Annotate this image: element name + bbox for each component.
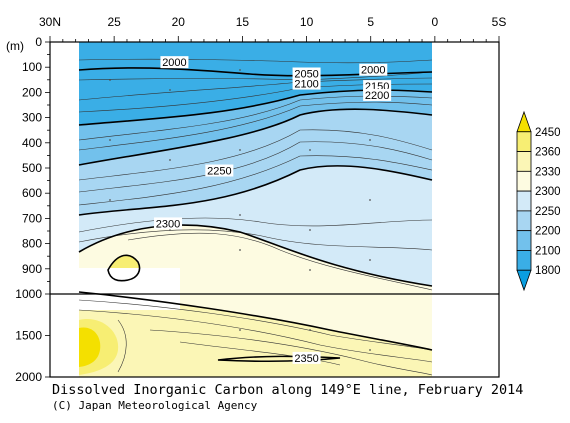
colorbar-segment [516,230,532,251]
colorbar-label: 2250 [535,206,561,218]
left-tick-label: 1500 [15,329,42,343]
contour-label: 2350 [294,353,318,365]
colorbar-top-triangle [516,110,532,133]
top-tick-label: 25 [107,15,121,29]
contour-label-bg [292,67,321,80]
colorbar-bottom-triangle [516,269,532,292]
colorbar [516,110,532,292]
contour-label-bg [292,77,321,90]
top-tick-label: 15 [236,15,250,29]
top-tick-label: 5S [492,15,507,29]
chart-title: Dissolved Inorganic Carbon along 149°E l… [52,382,524,398]
no-data-left [50,42,79,377]
contour-2350 [217,355,341,363]
contour-label: 2100 [294,79,318,91]
colorbar-segment [516,250,532,271]
colorbar-label: 1800 [535,265,561,277]
band-2300-2330 [79,165,432,286]
colorbar-label: 2100 [535,245,561,257]
top-tick-label: 30N [39,15,61,29]
left-axis [45,41,50,378]
band-2330-2360-deep [79,292,432,377]
contour-label: 2250 [207,166,231,178]
contour-label-bg [160,56,189,69]
top-axis-labels: 30N 25 20 15 10 5 0 5S [39,15,506,29]
left-tick-label: 500 [22,161,42,175]
colorbar-label: 2300 [535,186,561,198]
contour-label: 2000 [162,57,186,69]
contour-2360-core [107,254,141,282]
colorbar-segment [516,210,532,232]
sample-points [109,69,371,351]
contour-label-bg [359,63,388,76]
contour-2300 [78,224,433,287]
top-axis [49,36,500,42]
contour-label-bg [292,351,321,364]
contour-2200 [78,108,433,166]
top-tick-label: 20 [172,15,186,29]
contour-label: 2000 [361,65,385,77]
credit-text: (C) Japan Meteorological Agency [52,399,258,412]
contour-label-bg [205,164,234,177]
no-data-right [433,42,499,377]
top-tick-label: 0 [432,15,439,29]
contour-2250 [78,165,433,216]
left-tick-label: 0 [35,35,42,49]
major-contours [78,67,433,363]
contour-label-bg [154,217,183,230]
contour-lines [78,58,433,376]
top-tick-label: 10 [300,15,314,29]
colorbar-labels: 2450 2360 2330 2300 2250 2200 2100 1800 [535,127,561,277]
colorbar-label: 2450 [535,127,561,139]
y-unit-label: (m) [6,39,24,53]
left-tick-label: 2000 [15,370,42,384]
contour-label: 2050 [294,69,318,81]
left-tick-label: 900 [22,262,42,276]
contour-label-bg [363,88,392,101]
plot-frame [49,41,500,378]
left-tick-label: 700 [22,211,42,225]
contour-label: 2300 [156,218,180,230]
left-tick-label: 600 [22,186,42,200]
left-tick-label: 200 [22,85,42,99]
top-tick-label: 5 [367,15,374,29]
contour-label: 2200 [365,90,389,102]
colorbar-segment [516,131,532,152]
contour-2100 [78,89,433,126]
left-tick-label: 1000 [15,287,42,301]
left-tick-label: 300 [22,111,42,125]
colorbar-segment [516,151,532,172]
contour-2330 [78,291,433,351]
left-axis-labels: 0 100 200 300 400 500 600 700 800 900 1000 1500 2000 [15,35,42,384]
left-tick-label: 400 [22,136,42,150]
band-max-core [79,327,101,367]
colorbar-segment [516,170,532,192]
colorbar-label: 2330 [535,166,561,178]
colorbar-segment [516,190,532,212]
colorbar-label: 2200 [535,226,561,238]
left-tick-label: 800 [22,237,42,251]
colorbar-label: 2360 [535,147,561,159]
left-tick-label: 100 [22,60,42,74]
